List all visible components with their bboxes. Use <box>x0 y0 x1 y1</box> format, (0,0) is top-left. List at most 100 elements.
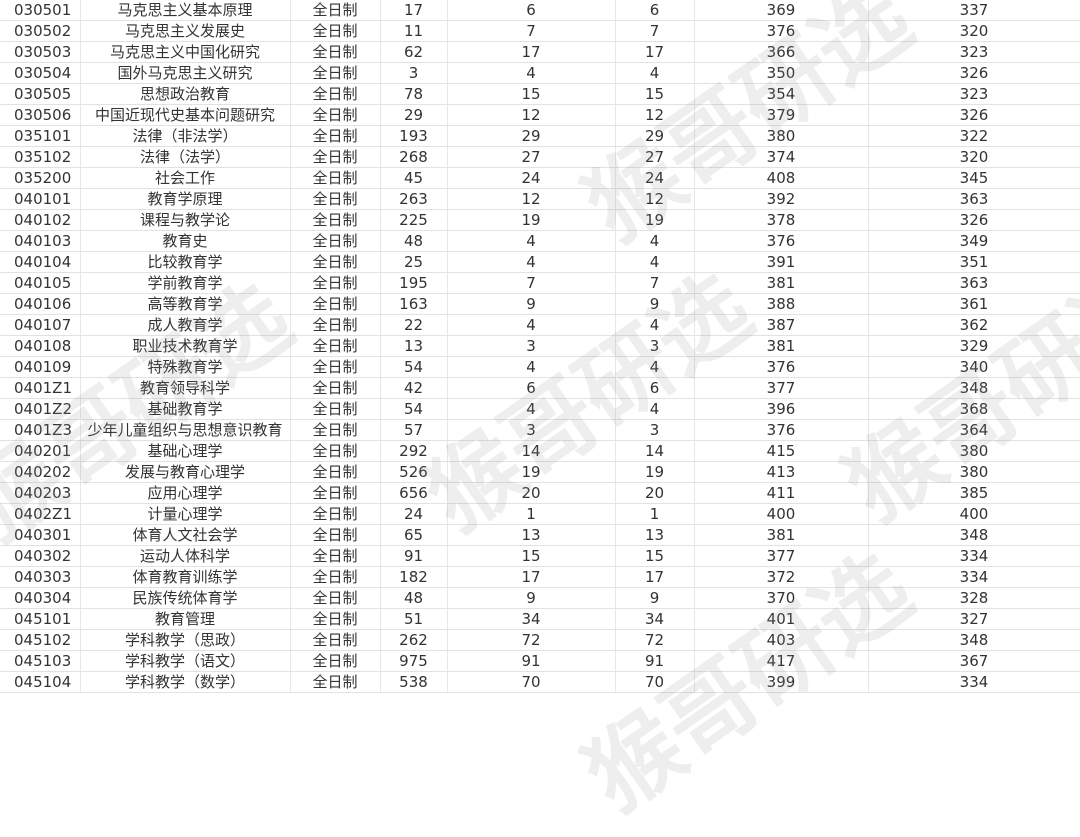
admitted-2-cell: 17 <box>615 41 695 63</box>
study-mode-cell: 全日制 <box>290 461 381 483</box>
code-cell: 040104 <box>0 251 81 273</box>
admitted-2-cell: 19 <box>615 209 695 231</box>
code-cell: 040201 <box>0 440 81 462</box>
admitted-2-cell: 3 <box>615 335 695 357</box>
min-score-cell: 345 <box>868 167 1080 189</box>
max-score-cell: 413 <box>694 461 869 483</box>
admitted-2-cell: 29 <box>615 125 695 147</box>
major-name-cell: 民族传统体育学 <box>80 587 291 609</box>
admitted-cell: 29 <box>447 125 616 147</box>
applicants-cell: 54 <box>380 398 448 420</box>
major-name-cell: 体育人文社会学 <box>80 524 291 546</box>
admitted-2-cell: 14 <box>615 440 695 462</box>
major-name-cell: 计量心理学 <box>80 503 291 525</box>
major-name-cell: 比较教育学 <box>80 251 291 273</box>
applicants-cell: 975 <box>380 650 448 672</box>
min-score-cell: 364 <box>868 419 1080 441</box>
admitted-cell: 17 <box>447 41 616 63</box>
max-score-cell: 376 <box>694 419 869 441</box>
code-cell: 0401Z1 <box>0 377 81 399</box>
max-score-cell: 350 <box>694 62 869 84</box>
table-row: 030503 马克思主义中国化研究 全日制 62 17 17 366 323 <box>0 41 1080 63</box>
min-score-cell: 326 <box>868 62 1080 84</box>
admitted-2-cell: 72 <box>615 629 695 651</box>
major-name-cell: 教育管理 <box>80 608 291 630</box>
admitted-2-cell: 20 <box>615 482 695 504</box>
study-mode-cell: 全日制 <box>290 167 381 189</box>
min-score-cell: 340 <box>868 356 1080 378</box>
max-score-cell: 381 <box>694 524 869 546</box>
min-score-cell: 334 <box>868 545 1080 567</box>
code-cell: 040203 <box>0 482 81 504</box>
study-mode-cell: 全日制 <box>290 503 381 525</box>
major-name-cell: 体育教育训练学 <box>80 566 291 588</box>
max-score-cell: 376 <box>694 356 869 378</box>
admitted-2-cell: 15 <box>615 83 695 105</box>
min-score-cell: 320 <box>868 20 1080 42</box>
applicants-cell: 24 <box>380 503 448 525</box>
table-row: 0402Z1 计量心理学 全日制 24 1 1 400 400 <box>0 503 1080 525</box>
admitted-cell: 4 <box>447 230 616 252</box>
admitted-cell: 34 <box>447 608 616 630</box>
table-row: 040103 教育史 全日制 48 4 4 376 349 <box>0 230 1080 252</box>
study-mode-cell: 全日制 <box>290 41 381 63</box>
applicants-cell: 48 <box>380 587 448 609</box>
min-score-cell: 323 <box>868 83 1080 105</box>
code-cell: 030503 <box>0 41 81 63</box>
code-cell: 040105 <box>0 272 81 294</box>
min-score-cell: 326 <box>868 104 1080 126</box>
study-mode-cell: 全日制 <box>290 650 381 672</box>
applicants-cell: 57 <box>380 419 448 441</box>
admitted-cell: 4 <box>447 356 616 378</box>
study-mode-cell: 全日制 <box>290 356 381 378</box>
applicants-cell: 263 <box>380 188 448 210</box>
major-name-cell: 学科教学（语文） <box>80 650 291 672</box>
data-table: 030501 马克思主义基本原理 全日制 17 6 6 369 337 030502 马克思主义发… <box>0 0 1080 693</box>
code-cell: 0401Z2 <box>0 398 81 420</box>
major-name-cell: 基础教育学 <box>80 398 291 420</box>
applicants-cell: 268 <box>380 146 448 168</box>
applicants-cell: 225 <box>380 209 448 231</box>
applicants-cell: 48 <box>380 230 448 252</box>
study-mode-cell: 全日制 <box>290 251 381 273</box>
admitted-cell: 12 <box>447 104 616 126</box>
major-name-cell: 学科教学（数学） <box>80 671 291 693</box>
code-cell: 045103 <box>0 650 81 672</box>
table-row: 035200 社会工作 全日制 45 24 24 408 345 <box>0 167 1080 189</box>
study-mode-cell: 全日制 <box>290 62 381 84</box>
study-mode-cell: 全日制 <box>290 524 381 546</box>
max-score-cell: 381 <box>694 272 869 294</box>
major-name-cell: 国外马克思主义研究 <box>80 62 291 84</box>
max-score-cell: 376 <box>694 230 869 252</box>
admitted-cell: 6 <box>447 377 616 399</box>
applicants-cell: 182 <box>380 566 448 588</box>
applicants-cell: 51 <box>380 608 448 630</box>
code-cell: 035101 <box>0 125 81 147</box>
study-mode-cell: 全日制 <box>290 293 381 315</box>
max-score-cell: 374 <box>694 146 869 168</box>
table-row: 040107 成人教育学 全日制 22 4 4 387 362 <box>0 314 1080 336</box>
code-cell: 0401Z3 <box>0 419 81 441</box>
max-score-cell: 379 <box>694 104 869 126</box>
admitted-cell: 91 <box>447 650 616 672</box>
min-score-cell: 385 <box>868 482 1080 504</box>
max-score-cell: 392 <box>694 188 869 210</box>
code-cell: 035200 <box>0 167 81 189</box>
major-name-cell: 运动人体科学 <box>80 545 291 567</box>
min-score-cell: 363 <box>868 272 1080 294</box>
major-name-cell: 教育学原理 <box>80 188 291 210</box>
study-mode-cell: 全日制 <box>290 482 381 504</box>
max-score-cell: 381 <box>694 335 869 357</box>
code-cell: 035102 <box>0 146 81 168</box>
admitted-cell: 6 <box>447 0 616 21</box>
table-row: 045103 学科教学（语文） 全日制 975 91 91 417 367 <box>0 650 1080 672</box>
study-mode-cell: 全日制 <box>290 146 381 168</box>
code-cell: 040103 <box>0 230 81 252</box>
admitted-2-cell: 12 <box>615 104 695 126</box>
study-mode-cell: 全日制 <box>290 188 381 210</box>
min-score-cell: 320 <box>868 146 1080 168</box>
max-score-cell: 417 <box>694 650 869 672</box>
code-cell: 040301 <box>0 524 81 546</box>
code-cell: 030504 <box>0 62 81 84</box>
max-score-cell: 366 <box>694 41 869 63</box>
